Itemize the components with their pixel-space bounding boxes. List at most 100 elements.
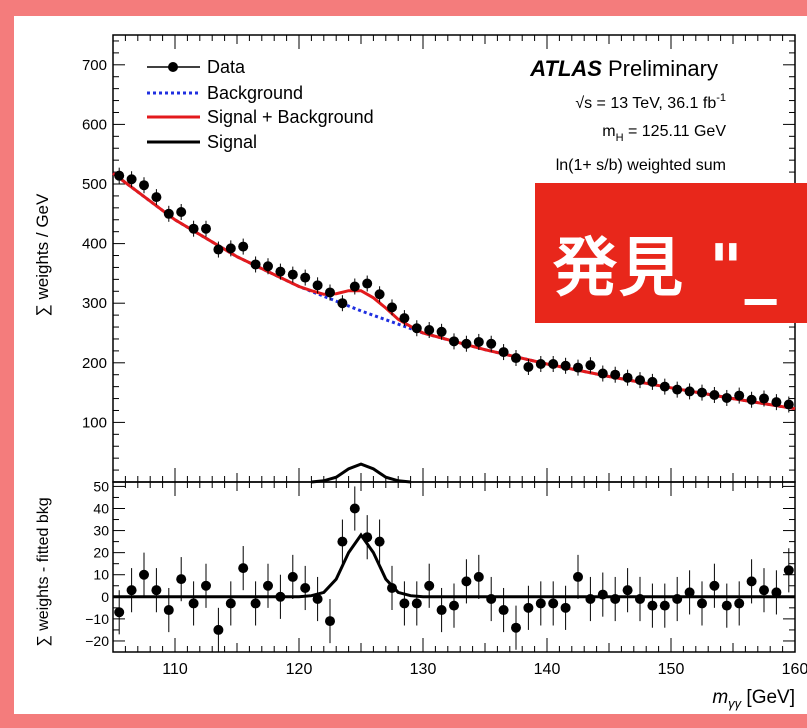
data-point xyxy=(523,361,534,372)
data-point xyxy=(188,223,199,234)
data-point xyxy=(498,347,509,358)
data-point xyxy=(312,280,323,291)
banner-text: 発見 "_ xyxy=(553,232,779,306)
higgs-mass-m: m xyxy=(602,123,615,140)
data-point xyxy=(201,223,211,234)
residual-y-tick-label: 50 xyxy=(93,478,109,494)
main-ticks xyxy=(113,35,796,482)
main-y-tick-label: 600 xyxy=(82,116,107,133)
residual-point xyxy=(176,574,187,585)
residual-point xyxy=(126,585,137,596)
higgs-mass-value: = 125.11 GeV xyxy=(624,123,727,140)
x-axis-m: m xyxy=(712,687,728,708)
residual-point xyxy=(498,605,509,616)
data-point xyxy=(213,244,224,255)
data-point xyxy=(139,180,149,191)
residual-signal-curve xyxy=(113,532,795,599)
legend-sig-bkg-label: Signal + Background xyxy=(207,107,374,127)
residual-point xyxy=(225,598,236,609)
data-point xyxy=(387,302,397,313)
main-y-tick-label: 100 xyxy=(82,414,107,431)
data-point xyxy=(573,362,583,373)
atlas-preliminary: Preliminary xyxy=(608,56,718,81)
residual-point xyxy=(374,536,385,547)
x-axis-unit: [GeV] xyxy=(741,687,795,708)
residual-point xyxy=(424,580,435,591)
data-point xyxy=(362,278,373,289)
data-point xyxy=(684,386,695,397)
residual-point xyxy=(201,580,211,591)
data-point xyxy=(659,381,670,392)
x-axis-label: mγγ [GeV] xyxy=(712,687,795,711)
x-tick-label: 110 xyxy=(162,661,188,678)
data-point xyxy=(585,360,596,371)
legend: Data Background Signal + Background Sign… xyxy=(147,57,374,152)
residual-point xyxy=(275,591,286,602)
energy-lumi-sup: -1 xyxy=(716,92,726,104)
legend-data-marker xyxy=(168,62,178,72)
data-point xyxy=(424,325,435,336)
residual-point xyxy=(709,580,720,591)
data-point xyxy=(287,269,298,280)
residual-point xyxy=(325,616,335,627)
residual-point xyxy=(535,598,546,609)
data-point xyxy=(635,375,645,386)
higgs-mass-sub: H xyxy=(616,132,624,144)
data-point xyxy=(697,387,707,398)
x-tick-label: 160 xyxy=(782,661,807,678)
residual-point xyxy=(114,607,125,618)
residual-point xyxy=(734,598,745,609)
data-point xyxy=(548,358,559,369)
residual-y-tick-label: 0 xyxy=(101,589,109,605)
data-point xyxy=(374,289,385,300)
data-point xyxy=(672,384,683,395)
main-y-tick-label: 300 xyxy=(82,295,107,312)
residual-point xyxy=(263,580,273,591)
residual-point xyxy=(473,571,484,582)
residual-y-tick-label: 10 xyxy=(93,567,109,583)
residual-point xyxy=(523,602,534,613)
data-point xyxy=(225,243,236,254)
main-y-axis-label: ∑ weights / GeV xyxy=(33,193,52,316)
residual-point xyxy=(300,582,311,593)
data-point xyxy=(163,208,174,219)
data-point xyxy=(151,192,162,203)
residual-y-tick-label: −20 xyxy=(85,633,109,649)
residual-data-points xyxy=(114,486,794,652)
residual-point xyxy=(622,585,633,596)
residual-y-tick-label: 40 xyxy=(93,500,109,516)
main-y-tick-label: 400 xyxy=(82,236,107,253)
residual-point xyxy=(486,594,497,605)
residual-point xyxy=(610,594,621,605)
residual-point xyxy=(759,585,769,596)
main-y-tick-labels: 100 200 300 400 500 600 700 xyxy=(82,57,107,432)
residual-point xyxy=(573,571,583,582)
data-point xyxy=(709,389,720,400)
residual-point xyxy=(672,594,683,605)
residual-point xyxy=(585,594,596,605)
x-tick-label: 150 xyxy=(658,661,685,678)
chart-annotations: ATLAS Preliminary √s = 13 TeV, 36.1 fb-1 … xyxy=(529,56,726,174)
residual-point xyxy=(250,598,261,609)
data-point xyxy=(647,376,658,387)
residual-point xyxy=(213,624,224,635)
residual-plot-frame xyxy=(112,481,796,653)
discovery-banner: 発見 "_ xyxy=(535,183,807,323)
data-point xyxy=(746,394,757,405)
residual-point xyxy=(461,576,472,587)
residual-point xyxy=(548,598,559,609)
residual-point xyxy=(697,598,707,609)
residual-point xyxy=(771,587,782,598)
data-point xyxy=(610,369,621,380)
data-point xyxy=(250,259,261,270)
residual-point xyxy=(312,594,323,605)
residual-point xyxy=(188,598,199,609)
residual-point xyxy=(139,569,149,580)
x-axis-sub: γγ xyxy=(728,696,743,711)
data-point xyxy=(411,323,422,334)
residual-point xyxy=(399,598,410,609)
data-point xyxy=(275,266,286,277)
residual-point xyxy=(684,587,695,598)
